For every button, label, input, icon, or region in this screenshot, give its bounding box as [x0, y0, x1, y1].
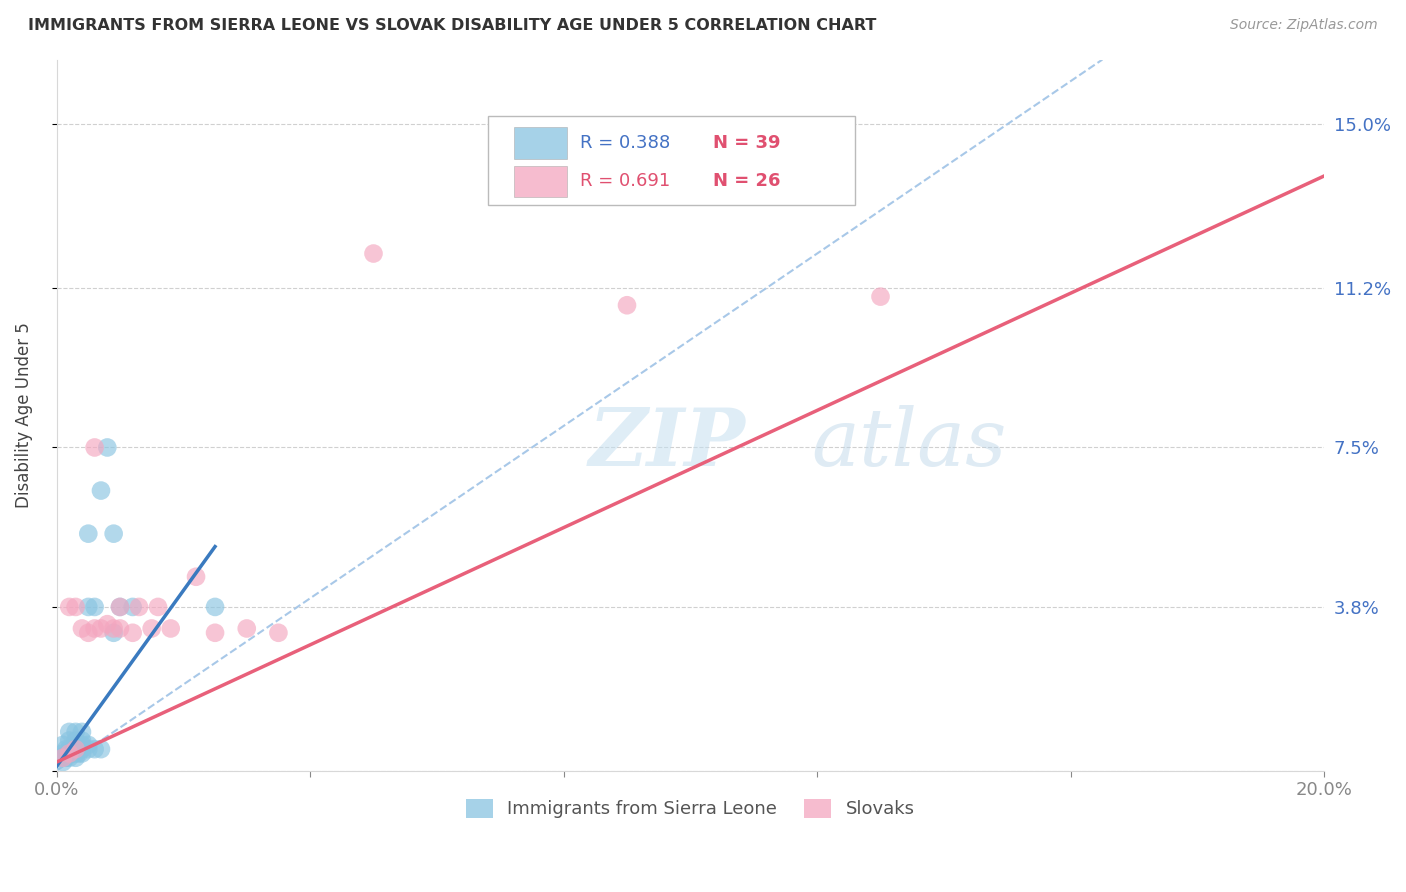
Point: [267, 625, 290, 640]
Text: N = 26: N = 26: [713, 172, 780, 190]
Point: [70, 747, 93, 761]
FancyBboxPatch shape: [515, 128, 568, 159]
Text: R = 0.691: R = 0.691: [581, 172, 688, 190]
Point: [52, 747, 75, 761]
Point: [77, 599, 100, 614]
Point: [70, 733, 93, 747]
Point: [52, 751, 75, 765]
Point: [108, 599, 131, 614]
Point: [58, 742, 80, 756]
Point: [90, 742, 112, 756]
Point: [363, 246, 385, 260]
Point: [77, 625, 100, 640]
Point: [184, 570, 207, 584]
Point: [52, 738, 75, 752]
Point: [83, 441, 105, 455]
Point: [55, 742, 77, 756]
Point: [146, 599, 169, 614]
Point: [83, 742, 105, 756]
Point: [83, 599, 105, 614]
Text: ZIP: ZIP: [589, 405, 745, 483]
Point: [121, 625, 143, 640]
Point: [108, 622, 131, 636]
Point: [96, 441, 118, 455]
Point: [141, 622, 163, 636]
Point: [70, 742, 93, 756]
Point: [128, 599, 150, 614]
Point: [103, 625, 125, 640]
Point: [58, 599, 80, 614]
Point: [58, 747, 80, 761]
Point: [58, 751, 80, 765]
Point: [65, 725, 87, 739]
Point: [58, 733, 80, 747]
Point: [49, 751, 72, 765]
Point: [77, 526, 100, 541]
Point: [616, 298, 638, 312]
Text: atlas: atlas: [811, 405, 1007, 483]
Point: [204, 599, 226, 614]
Text: Source: ZipAtlas.com: Source: ZipAtlas.com: [1230, 18, 1378, 32]
Point: [58, 725, 80, 739]
Point: [67, 747, 90, 761]
Point: [77, 738, 100, 752]
FancyBboxPatch shape: [488, 117, 855, 205]
Point: [70, 622, 93, 636]
Point: [70, 738, 93, 752]
Point: [55, 751, 77, 765]
Point: [204, 625, 226, 640]
Point: [65, 738, 87, 752]
Point: [65, 751, 87, 765]
Point: [77, 742, 100, 756]
Point: [70, 725, 93, 739]
Point: [103, 622, 125, 636]
Point: [235, 622, 257, 636]
Point: [62, 747, 84, 761]
Point: [121, 599, 143, 614]
Point: [869, 290, 891, 304]
Point: [52, 751, 75, 765]
FancyBboxPatch shape: [515, 166, 568, 197]
Point: [90, 483, 112, 498]
Text: IMMIGRANTS FROM SIERRA LEONE VS SLOVAK DISABILITY AGE UNDER 5 CORRELATION CHART: IMMIGRANTS FROM SIERRA LEONE VS SLOVAK D…: [28, 18, 876, 33]
Text: N = 39: N = 39: [713, 134, 780, 152]
Point: [65, 733, 87, 747]
Legend: Immigrants from Sierra Leone, Slovaks: Immigrants from Sierra Leone, Slovaks: [458, 792, 922, 826]
Point: [58, 747, 80, 761]
Point: [65, 742, 87, 756]
Point: [52, 755, 75, 769]
Text: R = 0.388: R = 0.388: [581, 134, 688, 152]
Point: [65, 747, 87, 761]
Point: [90, 622, 112, 636]
Point: [96, 617, 118, 632]
Point: [65, 742, 87, 756]
Point: [83, 622, 105, 636]
Point: [65, 599, 87, 614]
Y-axis label: Disability Age Under 5: Disability Age Under 5: [15, 322, 32, 508]
Point: [103, 526, 125, 541]
Point: [159, 622, 181, 636]
Point: [108, 599, 131, 614]
